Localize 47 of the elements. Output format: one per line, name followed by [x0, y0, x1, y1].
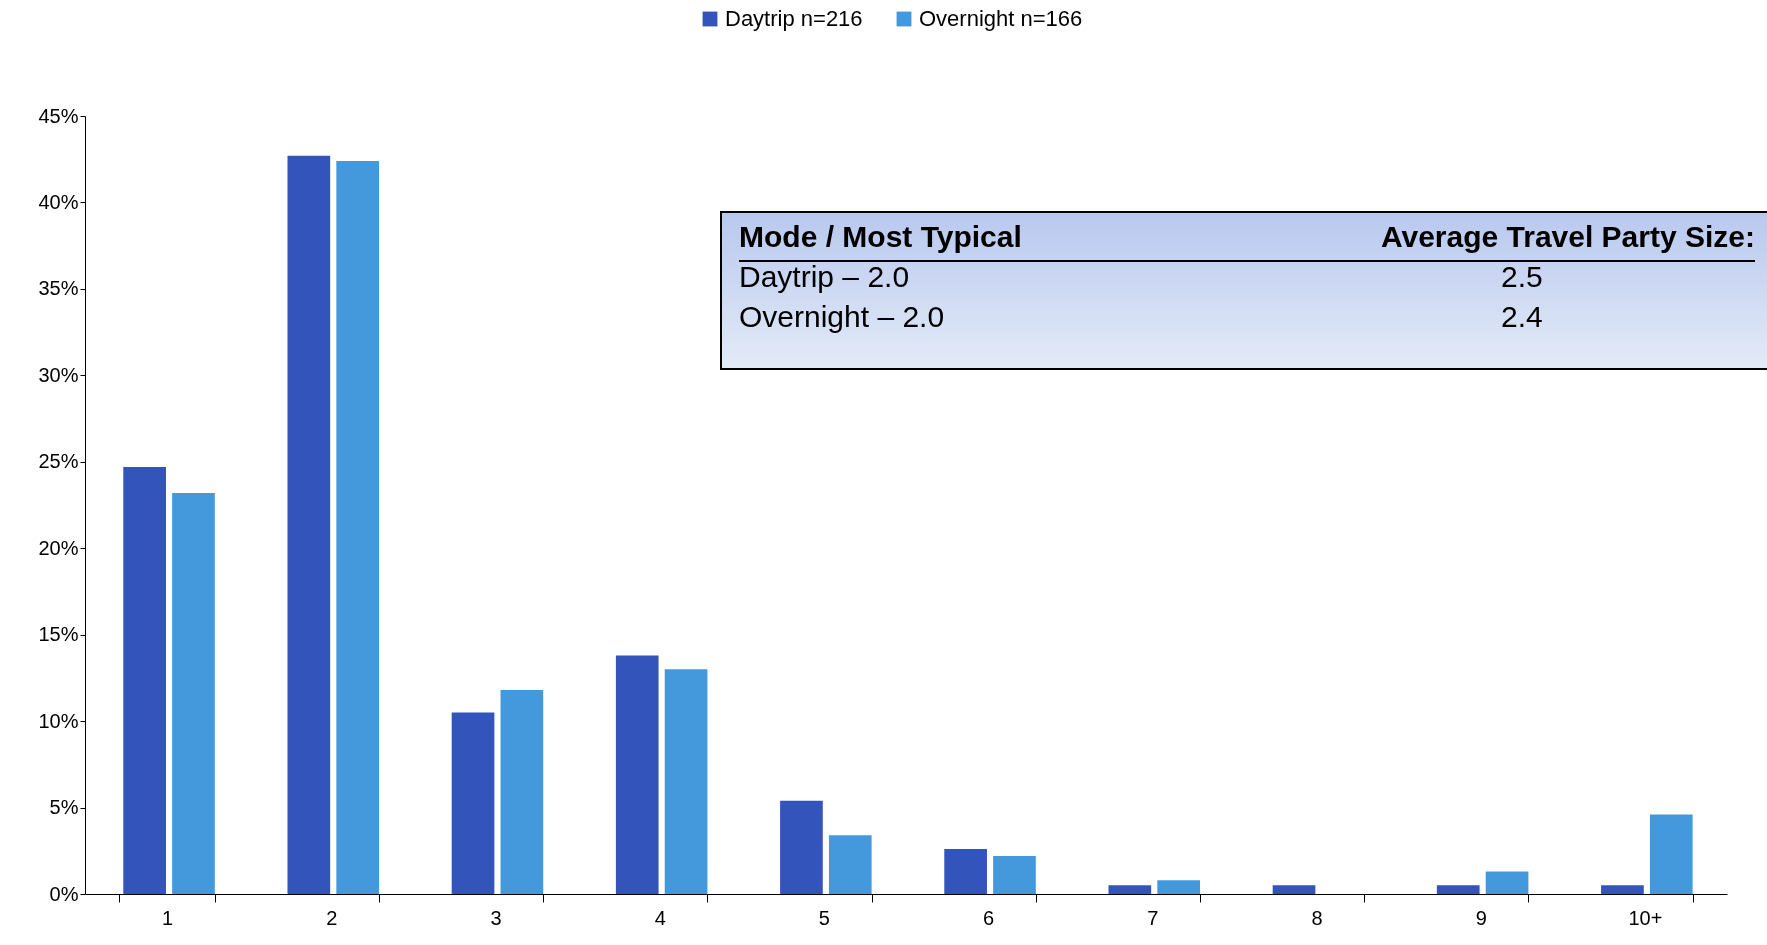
- x-tick-label: 8: [1311, 906, 1323, 929]
- y-tick-label: 20%: [38, 536, 79, 559]
- bar: [993, 855, 1036, 894]
- legend-label: Overnight n=166: [919, 6, 1083, 31]
- bar: [1485, 871, 1529, 894]
- bar: [944, 849, 987, 894]
- bar: [1436, 885, 1480, 894]
- x-tick-label: 2: [326, 906, 338, 929]
- bar: [1157, 880, 1201, 894]
- y-tick-label: 30%: [38, 363, 79, 386]
- y-tick-label: 15%: [38, 623, 79, 646]
- y-tick-label: 25%: [38, 450, 79, 473]
- bar: [780, 800, 823, 894]
- y-tick-label: 45%: [38, 104, 79, 127]
- x-tick-label: 3: [490, 906, 502, 929]
- annotation: Mode / Most Typical: [739, 220, 1022, 254]
- legend-label: Daytrip n=216: [725, 6, 863, 31]
- bar: [1649, 814, 1693, 894]
- bar: [1272, 885, 1316, 894]
- x-tick-label: 5: [818, 906, 830, 929]
- x-tick-label: 4: [654, 906, 666, 929]
- bar: [172, 492, 215, 894]
- bar: [336, 160, 380, 894]
- x-tick-label: 6: [983, 906, 995, 929]
- bar: [1601, 885, 1644, 894]
- bar: [664, 669, 708, 894]
- y-tick-label: 5%: [49, 796, 79, 819]
- bar: [500, 689, 544, 894]
- annotation: Daytrip – 2.0: [739, 260, 910, 294]
- bar: [615, 655, 659, 894]
- annotation: 2.5: [1501, 260, 1543, 294]
- bar: [828, 835, 872, 894]
- bar: [287, 155, 331, 894]
- bar: [1108, 885, 1152, 894]
- annotation: Overnight – 2.0: [739, 300, 945, 334]
- y-tick-label: 0%: [49, 882, 79, 905]
- x-tick-label: 7: [1147, 906, 1159, 929]
- x-tick-label: 10+: [1628, 906, 1663, 929]
- bar: [123, 466, 166, 894]
- x-tick-label: 1: [162, 906, 174, 929]
- annotation: 2.4: [1501, 300, 1543, 334]
- y-tick-label: 10%: [38, 709, 79, 732]
- y-tick-label: 40%: [38, 190, 79, 213]
- y-tick-label: 35%: [38, 277, 79, 300]
- bar: [451, 712, 495, 894]
- x-tick-label: 9: [1475, 906, 1487, 929]
- annotation: Average Travel Party Size:: [1380, 220, 1755, 254]
